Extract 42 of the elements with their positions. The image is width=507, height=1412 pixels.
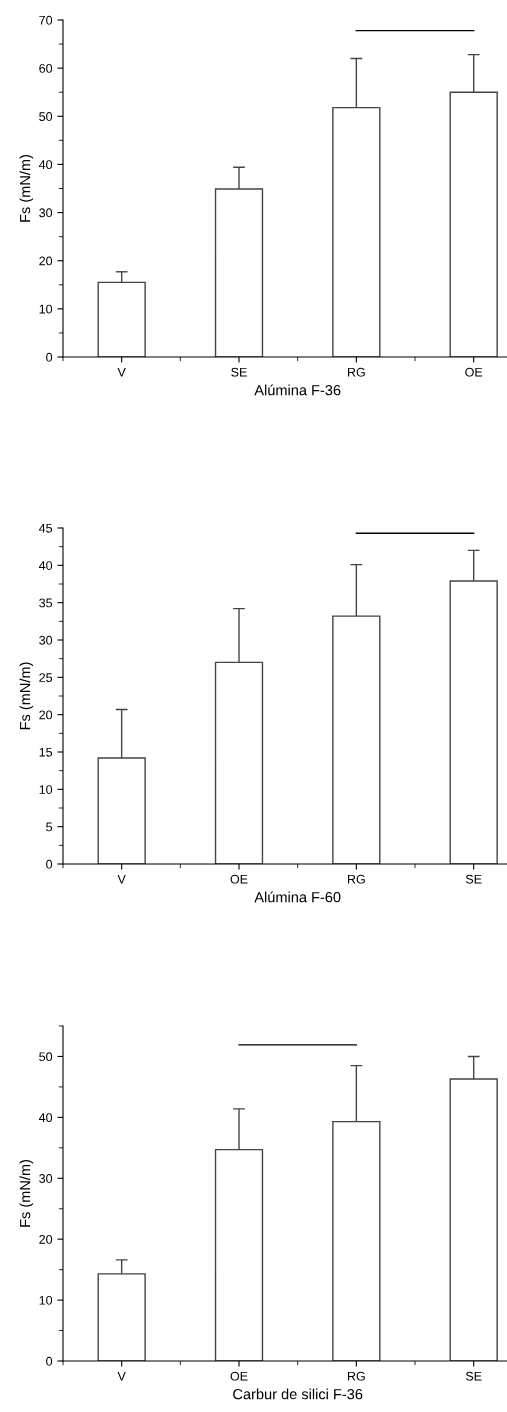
x-tick-label: SE <box>465 874 482 884</box>
y-axis-title: Fs (mN/m) <box>19 1159 34 1227</box>
x-tick-label: V <box>117 1371 126 1381</box>
y-tick-label: 20 <box>39 1234 53 1244</box>
y-tick-label: 10 <box>39 785 53 794</box>
x-axis-title: Alúmina F-36 <box>254 384 341 396</box>
x-tick-label: SE <box>465 1371 482 1381</box>
x-tick-label: SE <box>231 367 247 377</box>
y-tick-label: 10 <box>39 1295 53 1305</box>
y-tick-label: 30 <box>39 1174 53 1183</box>
y-axis-title: Fs (mN/m) <box>19 662 34 730</box>
y-tick-label: 5 <box>46 822 53 832</box>
x-tick-label: OE <box>230 1371 248 1381</box>
x-tick-label: RG <box>347 1371 365 1381</box>
y-tick-label: 15 <box>39 747 53 757</box>
x-tick-label: V <box>117 874 126 884</box>
y-tick-label: 0 <box>46 352 53 362</box>
x-axis-title: Carbur de silici F-36 <box>233 1388 363 1400</box>
y-tick-label: 20 <box>39 256 53 266</box>
y-axis-title: Fs (mN/m) <box>19 154 34 222</box>
y-tick-label: 0 <box>46 1356 53 1366</box>
y-tick-label: 25 <box>39 673 53 682</box>
y-tick-label: 70 <box>39 15 53 25</box>
y-tick-label: 50 <box>39 1052 53 1062</box>
x-tick-label: OE <box>465 367 483 377</box>
x-tick-label: V <box>117 367 126 377</box>
y-tick-label: 30 <box>39 208 53 218</box>
y-tick-label: 45 <box>38 523 53 533</box>
y-tick-label: 20 <box>39 710 53 720</box>
y-tick-label: 40 <box>38 1113 53 1123</box>
x-tick-label: OE <box>230 874 248 884</box>
y-tick-label: 40 <box>38 160 53 170</box>
y-tick-label: 30 <box>39 635 53 645</box>
x-tick-label: RG <box>347 874 365 884</box>
y-tick-label: 50 <box>39 112 53 121</box>
y-tick-label: 40 <box>38 561 53 570</box>
x-axis-title: Alúmina F-60 <box>254 891 341 903</box>
y-tick-label: 35 <box>39 598 53 608</box>
y-tick-label: 10 <box>39 304 53 314</box>
y-tick-label: 0 <box>46 859 53 869</box>
y-tick-label: 60 <box>39 63 53 73</box>
x-tick-label: RG <box>347 367 365 377</box>
